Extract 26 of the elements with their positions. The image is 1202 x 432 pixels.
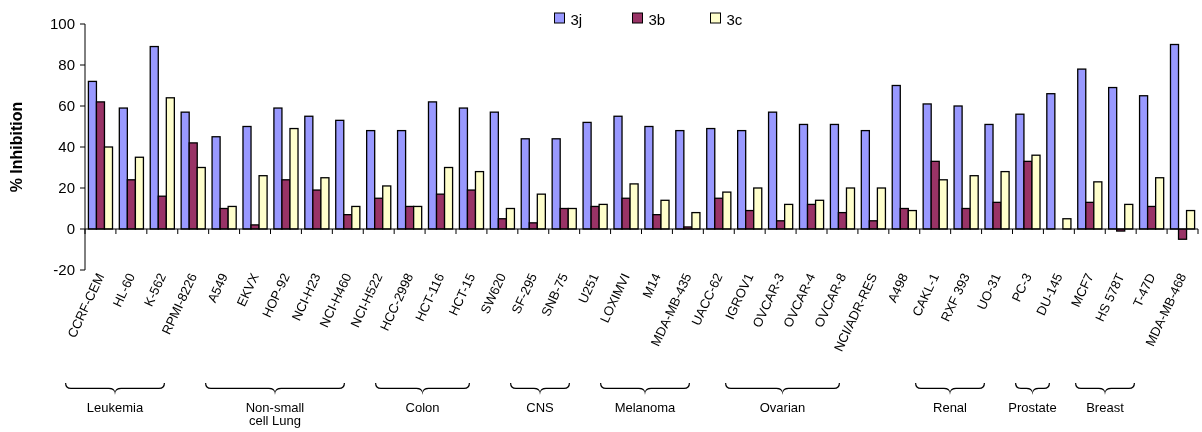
y-tick-label: 40	[58, 138, 75, 156]
x-tick-label: EKVX	[233, 270, 262, 309]
text: Renal	[933, 400, 968, 415]
text: Non-small cell Lung	[245, 400, 305, 428]
y-tick-label: 60	[58, 97, 75, 115]
text: Ovarian	[759, 400, 806, 415]
y-tick-label: 20	[58, 179, 75, 197]
text: Breast	[1086, 400, 1125, 415]
legend-label: 3j	[570, 11, 583, 29]
text: Prostate	[1008, 400, 1057, 415]
x-tick-label: A549	[204, 270, 231, 305]
text: Colon	[405, 400, 440, 415]
x-tick-label: PC-3	[1008, 270, 1035, 305]
y-axis-title: % Inhibition	[8, 101, 25, 193]
y-tick-label: -20	[53, 261, 75, 279]
y-tick-label: 100	[49, 15, 75, 33]
text: Melanoma	[614, 400, 677, 415]
x-tick-label: HL-60	[109, 270, 139, 310]
x-tick-label: A498	[884, 270, 912, 305]
y-tick-label: 80	[58, 56, 75, 74]
x-tick-label: U251	[575, 270, 602, 306]
text: CNS	[526, 400, 555, 415]
y-tick-label: 0	[66, 220, 75, 238]
legend-label: 3b	[648, 11, 666, 29]
text: Leukemia	[86, 400, 144, 415]
legend-label: 3c	[726, 11, 743, 29]
